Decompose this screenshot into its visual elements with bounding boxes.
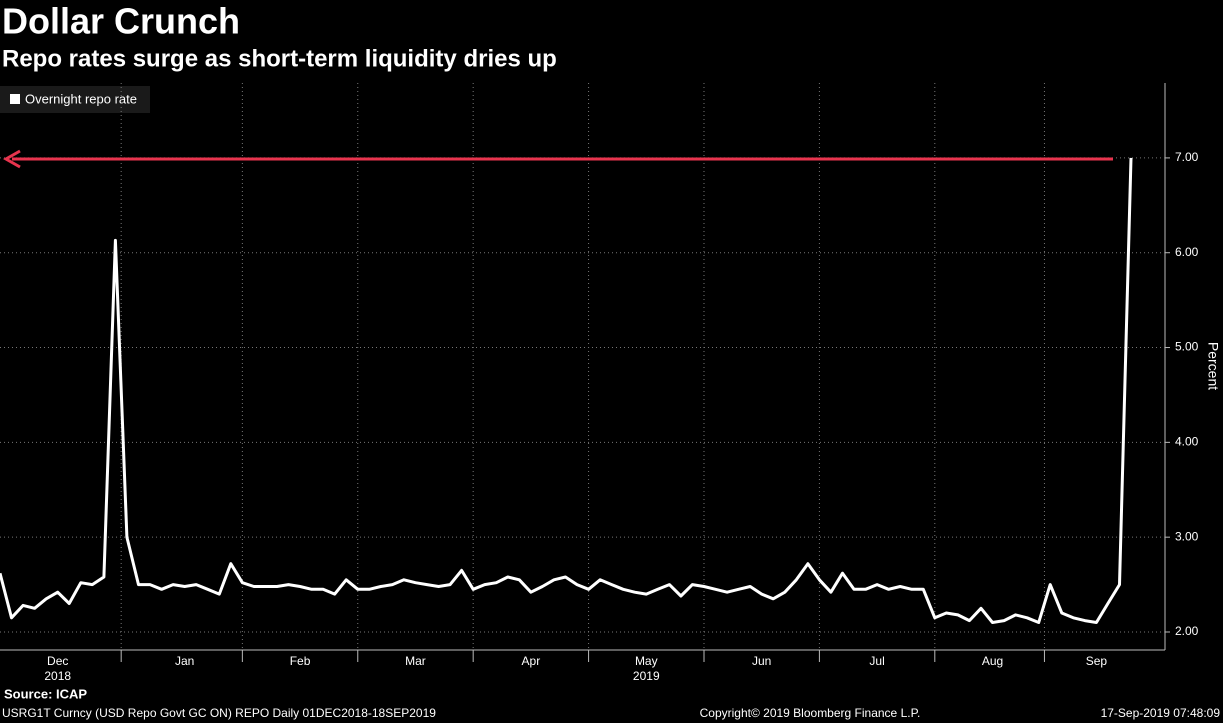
y-tick-label: 4.00 bbox=[1175, 435, 1199, 449]
x-tick-label: May bbox=[635, 654, 658, 668]
chart-title: Dollar Crunch bbox=[2, 1, 240, 42]
y-tick-label: 2.00 bbox=[1175, 624, 1199, 638]
y-tick-label: 6.00 bbox=[1175, 245, 1199, 259]
line-series bbox=[0, 157, 1133, 624]
x-tick-label: Aug bbox=[982, 654, 1003, 668]
x-tick-label: Jun bbox=[752, 654, 771, 668]
arrow-annotation bbox=[2, 149, 1113, 169]
footer-left: USRG1T Curncy (USD Repo Govt GC ON) REPO… bbox=[2, 706, 436, 720]
source: Source: ICAP bbox=[4, 686, 87, 701]
legend-label: Overnight repo rate bbox=[25, 91, 137, 106]
x-tick-label: Jul bbox=[869, 654, 884, 668]
x-year-label: 2019 bbox=[633, 669, 660, 683]
y-axis-label: Percent bbox=[1205, 342, 1221, 390]
x-tick-label: Mar bbox=[405, 654, 426, 668]
y-tick-label: 5.00 bbox=[1175, 340, 1199, 354]
x-tick-label: Apr bbox=[522, 654, 541, 668]
x-tick-label: Jan bbox=[175, 654, 194, 668]
x-year-label: 2018 bbox=[44, 669, 71, 683]
y-tick-label: 7.00 bbox=[1175, 150, 1199, 164]
footer-right: 17-Sep-2019 07:48:09 bbox=[1101, 706, 1221, 720]
y-tick-label: 3.00 bbox=[1175, 529, 1199, 543]
x-tick-label: Feb bbox=[290, 654, 311, 668]
chart-subtitle: Repo rates surge as short-term liquidity… bbox=[2, 45, 557, 72]
legend-box bbox=[0, 86, 150, 113]
legend-swatch bbox=[10, 94, 20, 104]
footer-center: Copyright© 2019 Bloomberg Finance L.P. bbox=[700, 706, 921, 720]
arrow-head bbox=[2, 149, 21, 169]
x-tick-label: Dec bbox=[47, 654, 68, 668]
x-tick-label: Sep bbox=[1086, 654, 1108, 668]
